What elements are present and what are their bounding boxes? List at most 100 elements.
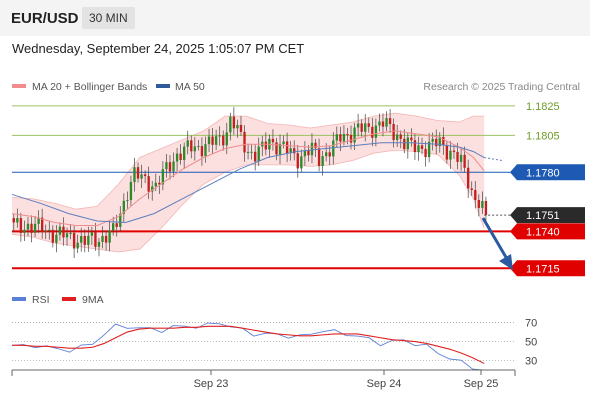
- rsi-legend-label: RSI: [32, 294, 50, 306]
- candle: [271, 129, 275, 151]
- rsi-ma-legend-swatch: [62, 297, 76, 301]
- candle: [385, 111, 388, 132]
- candle: [218, 126, 221, 146]
- candle: [406, 132, 409, 159]
- candle: [69, 224, 72, 240]
- candle: [165, 154, 168, 178]
- candle: [179, 144, 182, 165]
- candle: [80, 227, 83, 252]
- candle: [481, 191, 484, 214]
- candle: [236, 119, 239, 138]
- candle: [94, 222, 97, 251]
- candle: [122, 193, 125, 223]
- rsi-line: [11, 322, 485, 371]
- level-tag-support: [510, 260, 585, 277]
- candle: [207, 128, 211, 153]
- candle: [186, 130, 189, 155]
- timeframe-button[interactable]: 30 MIN: [82, 7, 135, 29]
- candle: [197, 139, 200, 151]
- candle: [87, 226, 90, 252]
- candle: [76, 234, 79, 254]
- candle: [442, 127, 445, 155]
- candle: [470, 181, 473, 196]
- candle: [467, 159, 470, 198]
- candle: [254, 144, 257, 171]
- candle: [246, 143, 250, 160]
- candle: [303, 141, 307, 166]
- candle: [321, 150, 324, 176]
- candle: [403, 129, 406, 154]
- candle: [161, 161, 165, 191]
- candle: [104, 230, 108, 251]
- main-legend: MA 20 + Bollinger Bands MA 50 Research ©…: [12, 81, 580, 93]
- candle: [310, 133, 314, 164]
- candle: [33, 216, 37, 237]
- candle: [41, 208, 44, 239]
- candle: [424, 141, 427, 167]
- rsi-ma-legend-label: 9MA: [82, 294, 104, 306]
- candle: [477, 194, 480, 217]
- candle: [108, 221, 111, 252]
- candle: [452, 145, 456, 159]
- candle: [16, 208, 19, 228]
- ma50-legend-swatch: [156, 84, 170, 88]
- candle: [168, 155, 172, 180]
- ma50-legend-label: MA 50: [175, 81, 205, 93]
- candle: [30, 215, 33, 243]
- ma20-line: [11, 130, 485, 226]
- candle: [278, 134, 282, 164]
- candle: [83, 229, 86, 253]
- candle: [474, 181, 477, 209]
- candle: [378, 113, 381, 132]
- candle: [388, 109, 392, 134]
- symbol-label: EUR/USD: [11, 10, 79, 27]
- candle: [332, 132, 335, 165]
- candle: [396, 124, 399, 147]
- bollinger-lower-line: [11, 149, 485, 253]
- credit-label: Research © 2025 Trading Central: [423, 81, 580, 93]
- candle: [222, 130, 225, 151]
- candle: [37, 210, 40, 234]
- candle: [285, 132, 289, 163]
- candle: [119, 206, 122, 233]
- candle: [367, 117, 370, 133]
- bollinger-upper-line: [11, 112, 485, 210]
- rsi-ma-line: [12, 325, 485, 364]
- candle: [129, 175, 133, 207]
- candle: [335, 126, 338, 147]
- forecast-arrow: [481, 217, 513, 270]
- candle: [58, 222, 62, 241]
- candle: [232, 107, 236, 135]
- bb-legend-swatch: [12, 84, 26, 88]
- candle: [147, 166, 150, 200]
- level-label: 1.1805: [526, 130, 560, 142]
- candle: [317, 138, 321, 172]
- candle: [90, 226, 94, 246]
- rsi-tick-label: 50: [525, 337, 537, 349]
- ma50-line: [11, 142, 485, 223]
- candle: [140, 164, 143, 188]
- candle: [417, 136, 420, 161]
- candle: [314, 138, 317, 157]
- candle: [62, 217, 65, 246]
- level-label: 1.1780: [526, 167, 560, 179]
- level-label: 1.1825: [526, 101, 560, 113]
- rsi-tick-label: 30: [525, 356, 537, 368]
- candle: [115, 214, 118, 237]
- candle: [435, 129, 438, 155]
- level-tag-pivot: [510, 164, 585, 181]
- candle: [175, 147, 179, 172]
- datetime-label: Wednesday, September 24, 2025 1:05:07 PM…: [12, 41, 305, 56]
- candle: [289, 140, 292, 161]
- bollinger-band-area: [12, 113, 485, 253]
- candle: [371, 117, 374, 147]
- candle: [112, 216, 115, 236]
- candle: [190, 135, 193, 159]
- candle: [360, 119, 363, 137]
- candle: [399, 130, 402, 149]
- candle: [427, 133, 431, 163]
- level-tag-support: [510, 223, 585, 240]
- candle: [133, 157, 136, 192]
- candle: [65, 227, 69, 246]
- candle: [97, 238, 101, 257]
